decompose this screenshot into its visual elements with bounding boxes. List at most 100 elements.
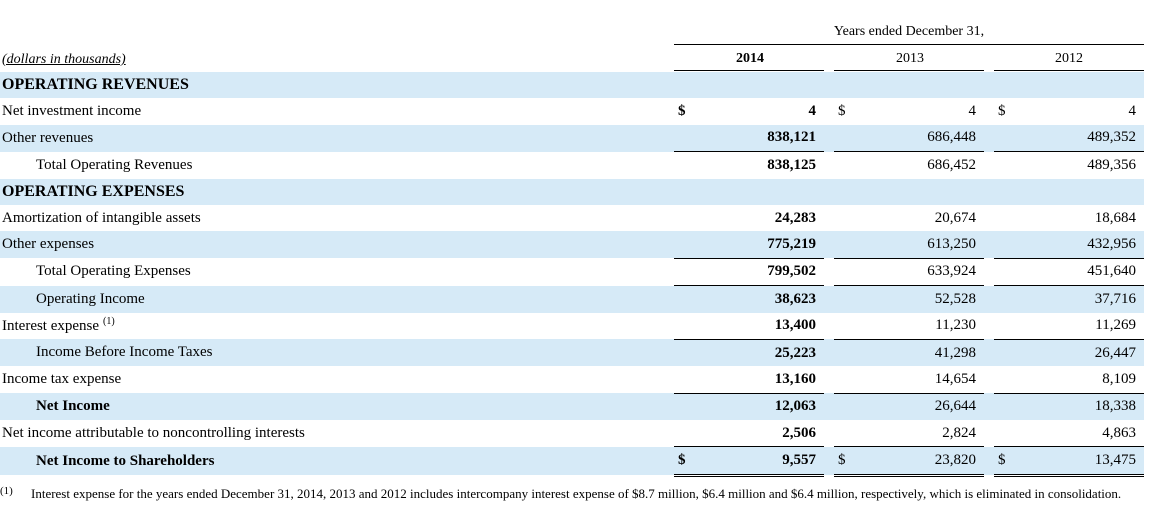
value-2014: 4	[808, 103, 817, 120]
value-2012: 26,447	[1024, 338, 1144, 367]
column-gap	[984, 72, 994, 99]
table-row: Income Before Income Taxes 25,223 41,298 26…	[0, 338, 1144, 367]
column-gap	[824, 72, 834, 99]
column-gap	[824, 178, 834, 205]
row-label-text: Other revenues	[2, 129, 94, 146]
value-2013: 23,820	[864, 446, 984, 477]
currency-symbol-2013	[834, 151, 864, 179]
value-2013	[864, 72, 984, 99]
currency-symbol-2014: $	[678, 103, 686, 120]
row-label: Amortization of intangible assets	[0, 205, 674, 231]
column-rule-2012	[994, 70, 1144, 71]
currency-symbol-2012	[994, 231, 1024, 259]
units-note: (dollars in thousands)	[2, 52, 126, 67]
row-label: Other expenses	[0, 231, 674, 259]
table-row: Interest expense (1) 13,400 11,230 11,269	[0, 313, 1144, 340]
header-rule	[674, 44, 1144, 45]
footnote-reference: (1)	[103, 316, 115, 328]
currency-symbol-2014	[674, 338, 704, 367]
column-gap	[984, 339, 994, 367]
value-2014: 12,063	[704, 392, 824, 421]
column-header-2014: 2014	[736, 51, 764, 66]
row-label: OPERATING EXPENSES	[0, 178, 674, 205]
column-rule-2014	[674, 70, 824, 71]
value-2014: 24,283	[774, 209, 816, 226]
currency-symbol-2014	[674, 151, 704, 179]
row-label: Net Income	[0, 393, 674, 421]
column-gap	[984, 178, 994, 205]
value-2014: 13,160	[774, 370, 816, 387]
footnote-marker: (1)	[0, 485, 13, 497]
value-2014: 9,557	[704, 446, 824, 477]
currency-symbol-2014	[674, 392, 704, 421]
row-label-text: OPERATING EXPENSES	[2, 182, 185, 200]
currency-symbol-2013	[834, 178, 864, 205]
value-2013: 2,824	[942, 424, 976, 441]
row-label-text: Amortization of intangible assets	[2, 209, 201, 226]
value-2013: 41,298	[864, 338, 984, 367]
currency-symbol-2013	[834, 392, 864, 421]
value-2013: 633,924	[864, 257, 984, 286]
value-2014: 838,125	[704, 151, 824, 179]
value-2012: 451,640	[1024, 257, 1144, 286]
row-label: Total Operating Expenses	[0, 258, 674, 285]
column-gap	[824, 231, 834, 259]
currency-symbol-2014	[674, 178, 704, 205]
table-row: Net income attributable to noncontrollin…	[0, 420, 1144, 447]
column-gap	[824, 152, 834, 179]
value-2013: 11,230	[935, 317, 976, 334]
currency-symbol-2014	[674, 313, 704, 340]
currency-symbol-2013	[834, 72, 864, 99]
value-2012: 18,338	[1024, 392, 1144, 421]
currency-symbol-2012	[994, 392, 1024, 421]
table-row: Other expenses 775,219 613,250 432,956	[0, 231, 1144, 259]
value-2012: 432,956	[1024, 231, 1144, 259]
column-gap	[984, 152, 994, 179]
currency-symbol-2014: $	[674, 446, 704, 477]
currency-symbol-2014	[674, 366, 704, 393]
value-2014: 13,400	[774, 317, 816, 334]
currency-symbol-2013: $	[838, 103, 846, 120]
currency-symbol-2012	[994, 285, 1024, 313]
row-label-text: Income tax expense	[2, 371, 122, 388]
currency-symbol-2012	[994, 178, 1024, 205]
row-label: Operating Income	[0, 285, 674, 313]
row-label-text: Total Operating Revenues	[36, 156, 193, 173]
currency-symbol-2014	[674, 231, 704, 259]
value-2014: 25,223	[704, 338, 824, 367]
row-label-text: Interest expense	[2, 318, 100, 335]
column-gap	[984, 366, 994, 393]
currency-symbol-2012: $	[998, 103, 1006, 120]
currency-symbol-2012	[994, 72, 1024, 99]
financial-table: OPERATING REVENUES Net investment income $…	[0, 72, 1144, 477]
currency-symbol-2013	[834, 285, 864, 313]
value-2014	[704, 178, 824, 205]
table-row: Other revenues 838,121 686,448 489,352	[0, 124, 1144, 152]
column-gap	[984, 446, 994, 476]
column-gap	[824, 285, 834, 313]
table-row: Amortization of intangible assets 24,283 2…	[0, 205, 1144, 231]
table-row: OPERATING REVENUES	[0, 72, 1144, 99]
column-gap	[824, 339, 834, 367]
value-2012: 8,109	[1102, 370, 1136, 387]
row-label: Interest expense (1)	[0, 313, 674, 340]
column-gap	[824, 420, 834, 447]
value-2012: 489,352	[1024, 124, 1144, 152]
column-gap	[824, 313, 834, 340]
value-2013	[864, 178, 984, 205]
currency-symbol-2012	[994, 257, 1024, 286]
row-label-text: Other expenses	[2, 236, 95, 253]
row-label-text: Net investment income	[2, 103, 142, 120]
value-2013: 686,452	[864, 151, 984, 179]
currency-symbol-2013	[834, 420, 864, 447]
column-gap	[984, 205, 994, 231]
value-2014: 2,506	[782, 424, 816, 441]
column-rule-2013	[834, 70, 984, 71]
column-gap	[824, 258, 834, 285]
value-2013: 26,644	[864, 392, 984, 421]
currency-symbol-2013	[834, 124, 864, 152]
currency-symbol-2013	[834, 257, 864, 286]
currency-symbol-2012	[994, 205, 1024, 231]
column-gap	[984, 313, 994, 340]
table-row: Total Operating Revenues 838,125 686,452 48…	[0, 151, 1144, 179]
